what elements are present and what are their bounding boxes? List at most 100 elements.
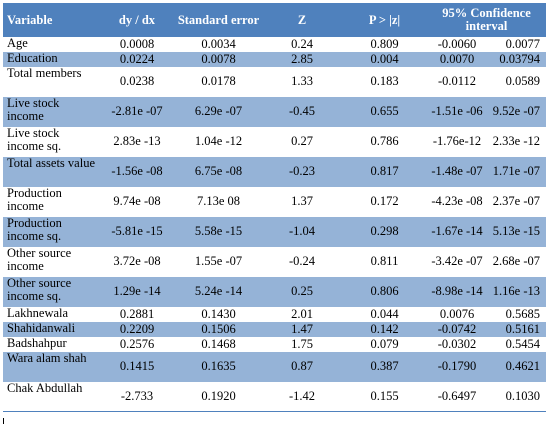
row-dydx-value: 2.83e -13 [113, 134, 161, 148]
table-row: Education 0.0224 0.0078 2.85 0.004 0.0070 0.03… [3, 51, 547, 67]
row-z-value: 1.37 [291, 194, 313, 208]
table-row: Total members 0.0238 0.0178 1.33 0.183 -0.011… [3, 67, 546, 97]
row-z-value: -1.42 [262, 381, 342, 412]
row-ci-lower-value: 0.0076 [439, 306, 475, 321]
row-dydx-value: 0.2881 [119, 306, 155, 321]
row-standard-error-value: 0.1506 [175, 321, 262, 337]
row-z-value: -1.04 [262, 216, 342, 247]
row-dydx-value: 9.74e -08 [113, 194, 161, 208]
row-z-value: -0.23 [262, 156, 342, 187]
row-dydx-value: 0.0238 [119, 74, 155, 88]
row-dydx-value: -2.733 [99, 381, 175, 412]
row-p-value: 0.298 [342, 216, 427, 247]
page-corner-mark [3, 418, 4, 424]
table-row: Wara alam shah 0.1415 0.1635 0.87 0.387 -0.17… [3, 351, 547, 382]
table-row: Other source income sq. 1.29e -14 5.24e -1… [3, 276, 547, 307]
row-ci-upper-value: 2.68e -07 [492, 254, 541, 268]
row-variable-label: Total members [7, 66, 82, 80]
row-ci-lower-value: -1.76e-12 [432, 134, 482, 148]
header-variable: Variable [3, 3, 99, 37]
row-dydx-value: 0.2576 [119, 336, 155, 351]
row-ci-upper-value: 1.71e -07 [487, 156, 547, 187]
row-standard-error-value: 0.0178 [201, 74, 236, 88]
row-ci-upper-value: 0.5454 [505, 336, 541, 351]
row-p-value: 0.079 [370, 336, 399, 351]
row-ci-lower-value: -1.51e -06 [427, 96, 487, 127]
row-variable-label: Education [3, 51, 99, 67]
row-ci-lower-value: -0.0112 [437, 74, 477, 88]
row-z-value: -0.45 [262, 96, 342, 127]
row-ci-lower-value: -1.48e -07 [427, 156, 487, 187]
table-header-row: Variable dy / dx Standard error Z P > |z… [3, 3, 547, 37]
row-ci-lower-value: -0.0742 [427, 321, 487, 337]
row-p-value: 0.811 [370, 254, 399, 268]
row-ci-upper-value: 9.52e -07 [487, 96, 547, 127]
row-variable-label: Other source income [7, 246, 72, 273]
row-variable-label: Other source income sq. [3, 276, 99, 307]
row-z-value: 1.75 [291, 336, 313, 351]
row-standard-error-value: 7.13e 08 [196, 194, 241, 208]
row-dydx-value: -1.56e -08 [99, 156, 175, 187]
row-ci-lower-value: -0.1790 [427, 351, 487, 382]
table-row: Chak Abdullah -2.733 0.1920 -1.42 0.155 -0.64… [3, 381, 547, 412]
row-standard-error-value: 0.1920 [175, 381, 262, 412]
row-z-value: -0.24 [288, 254, 316, 268]
table-row: Live stock income sq. 2.83e -13 1.04e -12 0… [3, 127, 546, 157]
row-dydx-value: 0.0008 [119, 36, 155, 51]
table-row: Badshahpur 0.2576 0.1468 1.75 0.079 -0.0302 0.… [3, 337, 546, 352]
header-z: Z [262, 3, 342, 37]
row-ci-upper-value: 1.16e -13 [487, 276, 547, 307]
table-row: Shahidanwali 0.2209 0.1506 1.47 0.142 -0.0742… [3, 321, 547, 337]
header-standard-error: Standard error [175, 3, 262, 37]
row-variable-label: Live stock income [3, 96, 99, 127]
row-ci-upper-value: 2.37e -07 [492, 194, 541, 208]
row-p-value: 0.387 [342, 351, 427, 382]
row-ci-lower-value: -0.6497 [427, 381, 487, 412]
row-ci-lower-value: -0.0302 [437, 336, 477, 351]
row-ci-lower-value: -1.67e -14 [427, 216, 487, 247]
row-dydx-value: 1.29e -14 [99, 276, 175, 307]
row-ci-upper-value: 0.03794 [487, 51, 547, 67]
row-ci-upper-value: 0.5685 [505, 306, 541, 321]
row-z-value: 0.27 [291, 134, 313, 148]
row-ci-lower-value: -4.23e -08 [431, 194, 483, 208]
row-ci-lower-value: -3.42e -07 [431, 254, 483, 268]
row-p-value: 0.786 [370, 134, 399, 148]
row-p-value: 0.004 [342, 51, 427, 67]
row-ci-upper-value: 5.13e -15 [487, 216, 547, 247]
header-confidence-interval: 95% Confidence interval [427, 3, 547, 37]
row-z-value: 2.01 [291, 306, 313, 321]
row-p-value: 0.172 [370, 194, 399, 208]
row-ci-upper-value: 0.1030 [487, 381, 547, 412]
row-variable-label: Live stock income sq. [7, 126, 62, 153]
row-z-value: 2.85 [262, 51, 342, 67]
table-row: Live stock income -2.81e -07 6.29e -07 -0.4… [3, 96, 547, 127]
row-standard-error-value: 0.1430 [201, 306, 236, 321]
row-dydx-value: 0.2209 [99, 321, 175, 337]
row-z-value: 0.25 [262, 276, 342, 307]
row-p-value: 0.809 [370, 36, 399, 51]
row-dydx-value: 0.0224 [99, 51, 175, 67]
row-standard-error-value: 0.1635 [175, 351, 262, 382]
row-dydx-value: 3.72e -08 [113, 254, 161, 268]
row-standard-error-value: 0.0034 [201, 36, 236, 51]
row-dydx-value: -5.81e -15 [99, 216, 175, 247]
row-ci-upper-value: 2.33e -12 [492, 134, 541, 148]
row-variable-label: Total assets value [3, 156, 99, 187]
row-z-value: 0.87 [262, 351, 342, 382]
row-variable-label: Badshahpur [7, 336, 67, 350]
row-variable-label: Shahidanwali [3, 321, 99, 337]
row-variable-label: Age [7, 36, 28, 50]
row-standard-error-value: 0.0078 [175, 51, 262, 67]
row-standard-error-value: 5.58e -15 [175, 216, 262, 247]
row-variable-label: Production income sq. [3, 216, 99, 247]
table-row: Total assets value -1.56e -08 6.75e -08 -0.… [3, 156, 547, 187]
row-standard-error-value: 6.29e -07 [175, 96, 262, 127]
row-dydx-value: -2.81e -07 [99, 96, 175, 127]
row-ci-lower-value: -0.0060 [437, 36, 477, 51]
row-standard-error-value: 1.04e -12 [194, 134, 243, 148]
table-row: Production income sq. -5.81e -15 5.58e -15… [3, 216, 547, 247]
row-ci-upper-value: 0.5161 [487, 321, 547, 337]
row-ci-upper-value: 0.0589 [505, 74, 541, 88]
row-p-value: 0.142 [342, 321, 427, 337]
